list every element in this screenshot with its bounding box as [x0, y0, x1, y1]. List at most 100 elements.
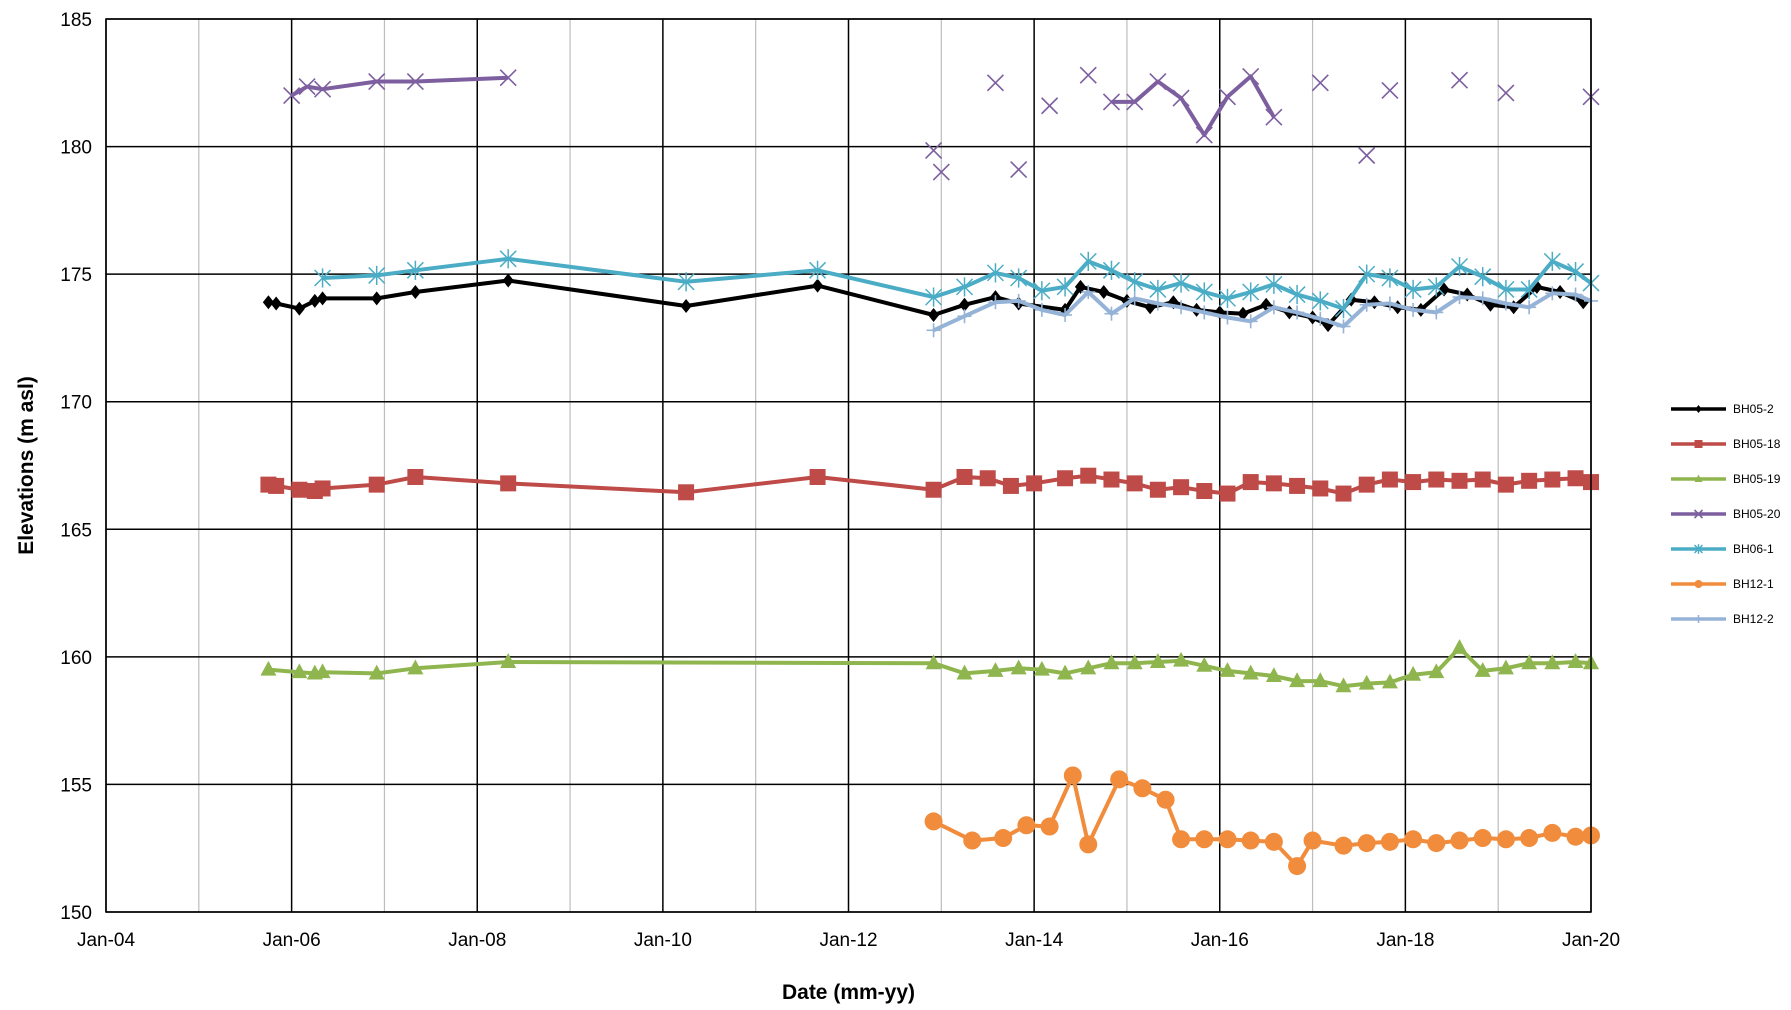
- data-point: [1197, 305, 1212, 320]
- data-point: [988, 295, 1003, 310]
- y-tick-label: 185: [60, 10, 92, 31]
- data-point: [1104, 306, 1119, 321]
- data-point: [1380, 832, 1399, 851]
- y-tick-label: 170: [60, 393, 92, 414]
- data-point: [1173, 479, 1190, 496]
- data-point: [291, 481, 308, 498]
- data-point: [1196, 483, 1213, 500]
- data-point: [1474, 662, 1491, 677]
- data-point: [1242, 474, 1259, 491]
- x-tick-label: Jan-08: [448, 930, 506, 951]
- data-point: [314, 663, 331, 679]
- data-point: [500, 475, 517, 492]
- legend-label: BH06-1: [1733, 542, 1774, 556]
- data-point: [1149, 653, 1166, 668]
- data-point: [291, 663, 308, 679]
- data-point: [1497, 279, 1515, 300]
- legend-item-bh12-2: BH12-2: [1671, 612, 1774, 626]
- data-point: [987, 662, 1004, 677]
- data-point: [1303, 831, 1322, 850]
- data-point: [1406, 302, 1421, 317]
- data-point: [955, 277, 974, 297]
- data-point: [1196, 656, 1213, 672]
- x-tick-label: Jan-18: [1376, 930, 1434, 951]
- data-point: [1080, 467, 1097, 484]
- data-point: [1497, 476, 1514, 493]
- data-point: [1074, 279, 1087, 294]
- data-point: [1544, 654, 1561, 670]
- data-point: [1266, 300, 1281, 315]
- data-point: [1404, 830, 1423, 849]
- data-point: [1568, 287, 1583, 302]
- data-point: [1242, 664, 1259, 680]
- series-bh05-20: [283, 66, 1600, 181]
- series-bh12-1: [924, 766, 1600, 876]
- legend-label: BH05-19: [1733, 472, 1781, 486]
- x-tick-label: Jan-16: [1191, 930, 1249, 951]
- data-point: [1381, 268, 1399, 288]
- data-point: [1335, 677, 1352, 693]
- y-tick-label: 175: [60, 265, 92, 286]
- data-point: [407, 468, 424, 485]
- data-point: [811, 278, 824, 293]
- data-point: [1498, 296, 1513, 311]
- data-point: [1358, 476, 1375, 493]
- data-point: [1450, 71, 1469, 89]
- data-point: [1002, 477, 1019, 494]
- data-point: [1034, 302, 1049, 317]
- data-point: [925, 481, 942, 498]
- data-point: [1218, 830, 1237, 849]
- series-bh05-19: [260, 639, 1599, 693]
- data-point: [368, 476, 385, 493]
- data-point: [956, 664, 973, 680]
- data-point: [1461, 287, 1473, 302]
- data-point: [1041, 97, 1059, 115]
- data-point: [500, 653, 517, 668]
- legend-item-bh05-19: BH05-19: [1671, 472, 1781, 486]
- data-point: [1242, 282, 1260, 302]
- data-point: [1543, 823, 1562, 842]
- data-point: [1098, 285, 1110, 300]
- plot-area-border: [105, 18, 1592, 913]
- data-point: [1218, 88, 1237, 106]
- x-tick-label: Jan-04: [77, 930, 136, 951]
- y-axis-title: Elevations (m asl): [15, 376, 38, 555]
- data-point: [1428, 663, 1445, 679]
- data-point: [1126, 654, 1143, 670]
- data-point: [368, 72, 386, 91]
- legend-item-bh05-18: BH05-18: [1671, 437, 1781, 451]
- data-point: [1451, 472, 1468, 489]
- data-point: [958, 297, 971, 312]
- data-point: [1103, 471, 1120, 488]
- data-point: [986, 263, 1004, 283]
- data-point: [1405, 474, 1422, 491]
- x-tick-label: Jan-10: [634, 930, 692, 951]
- data-point: [1040, 817, 1059, 836]
- data-point: [994, 829, 1013, 848]
- data-point: [1288, 284, 1306, 305]
- data-point: [1110, 770, 1129, 789]
- data-point: [314, 480, 331, 497]
- data-point: [1438, 282, 1450, 297]
- x-tick-label: Jan-06: [263, 930, 321, 951]
- data-point: [409, 285, 421, 300]
- data-point: [1079, 835, 1098, 854]
- data-point: [927, 307, 940, 322]
- data-point: [925, 141, 943, 159]
- data-point: [1127, 291, 1142, 306]
- data-point: [1508, 300, 1520, 315]
- data-point: [1264, 832, 1283, 851]
- data-point: [1497, 84, 1515, 102]
- series-line: [322, 256, 1593, 311]
- data-point: [1102, 93, 1121, 111]
- data-point: [316, 291, 329, 306]
- data-point: [1311, 74, 1329, 92]
- data-point: [1011, 293, 1026, 308]
- data-point: [1133, 779, 1152, 798]
- data-point: [1057, 664, 1074, 680]
- legend-swatch-marker: [1693, 544, 1704, 554]
- data-point: [1359, 297, 1374, 312]
- data-point: [1544, 471, 1561, 488]
- data-point: [1311, 291, 1329, 311]
- data-point: [1172, 89, 1190, 107]
